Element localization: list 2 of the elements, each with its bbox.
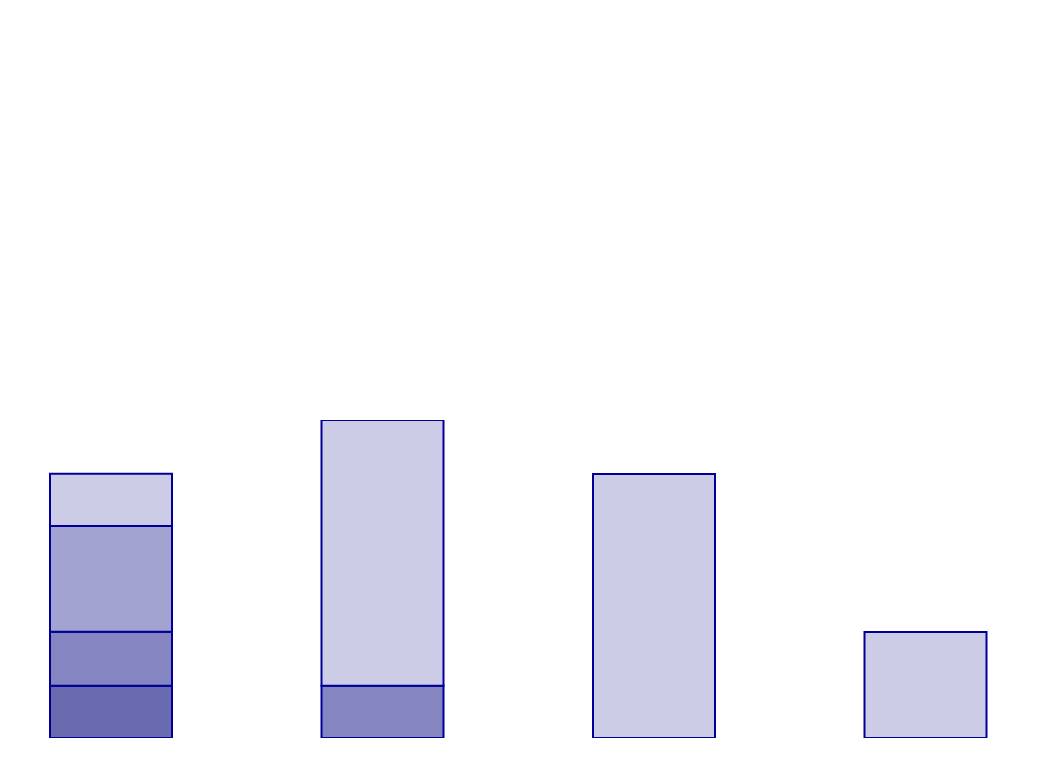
bar [592, 473, 716, 738]
bar [863, 631, 988, 738]
